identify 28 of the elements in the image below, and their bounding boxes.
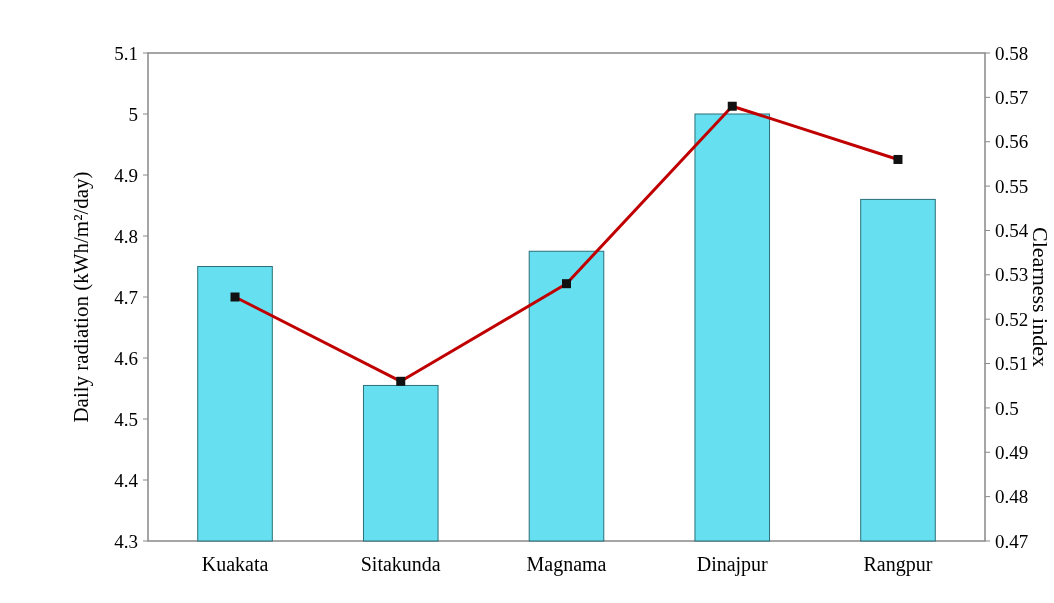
x-tick-label: Magnama [526, 553, 607, 576]
y-tick-label: 5.1 [114, 42, 138, 64]
y2-tick-label: 0.48 [995, 486, 1029, 508]
y-tick-label: 4.9 [114, 164, 138, 186]
y2-tick-label: 0.51 [995, 353, 1029, 375]
y-tick-label: 4.6 [114, 347, 138, 369]
y2-tick-label: 0.53 [995, 264, 1029, 286]
x-tick-label: Kuakata [201, 553, 269, 575]
x-tick-label: Sitakunda [360, 553, 441, 575]
y2-tick-label: 0.52 [995, 308, 1029, 330]
y-tick-label: 4.7 [114, 286, 138, 308]
y2-tick-label: 0.54 [995, 220, 1029, 242]
y2-tick-label: 0.5 [995, 397, 1019, 419]
y-tick-label: 4.8 [114, 225, 138, 247]
y2-axis-title: Clearness index [1028, 227, 1053, 367]
y-tick-label: 5 [128, 103, 138, 125]
y-axis-title: Daily radiation (kWh/m²/day) [69, 171, 93, 423]
y2-tick-label: 0.47 [995, 530, 1029, 552]
x-tick-label: Rangpur [863, 553, 933, 576]
y2-tick-label: 0.58 [995, 42, 1029, 64]
y2-tick-label: 0.49 [995, 441, 1029, 463]
y2-tick-label: 0.56 [995, 131, 1029, 153]
y-tick-label: 4.3 [114, 530, 138, 552]
y2-tick-label: 0.57 [995, 87, 1029, 109]
y2-tick-label: 0.55 [995, 175, 1029, 197]
x-tick-label: Dinajpur [696, 553, 769, 576]
y-tick-label: 4.4 [114, 469, 139, 491]
y-tick-label: 4.5 [114, 408, 138, 430]
